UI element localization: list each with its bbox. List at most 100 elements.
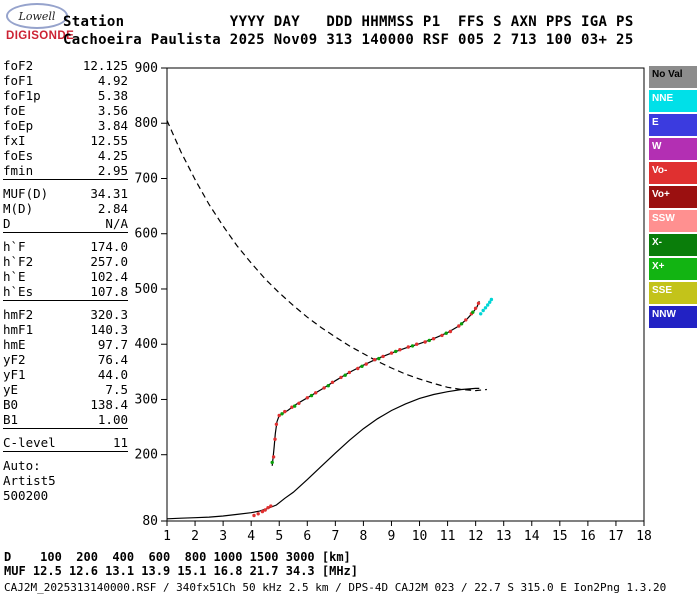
echo-dot (479, 312, 483, 316)
param-row: yF1 44.0 (3, 367, 128, 382)
echo-dot (473, 306, 478, 310)
param-value: 76.4 (97, 352, 128, 367)
legend-chip-label: NNW (652, 309, 676, 320)
legend-chip-vo-: Vo- (649, 162, 697, 184)
x-axis: 1 2 3 4 5 6 7 8 9 10 11 12 13 14 15 16 17 18 (163, 521, 652, 544)
echo-dot (415, 342, 419, 346)
param-label: B1 (3, 412, 19, 427)
x-tick-label: 17 (608, 529, 624, 544)
logo-product-text: DIGISONDE (6, 30, 75, 42)
x-tick-label: 1 (163, 529, 171, 544)
echo-dot (347, 370, 352, 375)
param-label: h`E (3, 269, 26, 284)
legend-chip-e: E (649, 114, 697, 136)
echo-dot (290, 405, 294, 409)
series-f-trace-fit (271, 300, 480, 466)
param-group: MUF(D) 34.31 M(D) 2.84 D N/A (3, 186, 128, 233)
legend-chip-nnw: NNW (649, 306, 697, 328)
echo-dot (326, 384, 330, 388)
parameter-panel: foF2 12.125 foF1 4.92 foF1p 5.38 foE 3.56 foEp 3.… (3, 58, 128, 503)
param-row: foF1 4.92 (3, 73, 128, 88)
param-label: yE (3, 382, 19, 397)
echo-dot (305, 396, 309, 400)
param-value: 4.92 (97, 73, 128, 88)
echo-dot (260, 509, 265, 514)
legend-chip-label: Vo+ (652, 189, 670, 200)
param-value: 138.4 (90, 397, 128, 412)
legend-chip-no-val: No Val (649, 66, 697, 88)
echo-dot (440, 333, 444, 338)
echo-dot (389, 351, 394, 355)
param-row: fxI 12.55 (3, 133, 128, 148)
x-tick-label: 16 (580, 529, 596, 544)
echo-dot (398, 348, 402, 352)
legend-chip-label: X+ (652, 261, 665, 272)
echo-dot (309, 393, 314, 398)
echo-dot (489, 297, 494, 302)
autoscaling-line: Auto: (3, 458, 128, 473)
param-row: foEs 4.25 (3, 148, 128, 163)
param-row: D N/A (3, 216, 128, 231)
echo-dot (381, 354, 385, 359)
param-label: hmF1 (3, 322, 34, 337)
x-tick-label: 9 (388, 529, 396, 544)
x-tick-label: 11 (440, 529, 456, 544)
y-tick-label: 400 (135, 337, 158, 352)
echo-dot (277, 413, 281, 418)
legend-chip-w: W (649, 138, 697, 160)
legend-chip-label: SSW (652, 213, 675, 224)
param-value: 107.8 (90, 284, 128, 299)
logo-brand-text: Lowell (18, 9, 56, 23)
param-row: B0 138.4 (3, 397, 128, 412)
echo-dot (486, 303, 490, 307)
scatter-tail-echoes (479, 297, 494, 316)
param-row: hmF1 140.3 (3, 322, 128, 337)
echo-dot (471, 310, 475, 314)
legend-chip-label: E (652, 117, 659, 128)
param-value: 44.0 (97, 367, 128, 382)
y-tick-label: 600 (135, 227, 158, 242)
echo-dot (274, 422, 279, 426)
param-label: h`F2 (3, 254, 34, 269)
param-value: N/A (105, 216, 128, 231)
echo-dot (476, 301, 481, 305)
echo-dot (360, 364, 364, 368)
echo-dot (263, 508, 267, 512)
param-value: 34.31 (90, 186, 128, 201)
echo-dot (273, 437, 277, 441)
echo-dot (406, 345, 410, 349)
param-label: foE (3, 103, 26, 118)
x-tick-label: 8 (359, 529, 367, 544)
echo-dot (377, 356, 381, 361)
param-value: 3.84 (97, 118, 128, 133)
direction-legend: No Val NNE E W Vo- Vo+ SSW X- X+ SSE NNW (649, 66, 697, 330)
legend-chip-nne: NNE (649, 90, 697, 112)
param-row: foF2 12.125 (3, 58, 128, 73)
x-tick-label: 18 (636, 529, 652, 544)
param-label: h`F (3, 239, 26, 254)
param-row: fmin 2.95 (3, 163, 128, 178)
param-label: fmin (3, 163, 34, 178)
echo-dot (271, 455, 276, 459)
y-tick-label: 300 (135, 392, 158, 407)
series-true-height-profile (166, 387, 480, 520)
param-row: C-level 11 (3, 435, 128, 450)
param-row: yE 7.5 (3, 382, 128, 397)
echo-dot (280, 412, 284, 416)
param-row: B1 1.00 (3, 412, 128, 427)
param-value: 257.0 (90, 254, 128, 269)
x-tick-label: 14 (524, 529, 540, 544)
echo-dot (448, 329, 453, 334)
param-label: fxI (3, 133, 26, 148)
param-row: MUF(D) 34.31 (3, 186, 128, 201)
legend-chip-label: No Val (652, 69, 683, 80)
param-label: hmF2 (3, 307, 34, 322)
echo-dot (256, 512, 260, 516)
legend-chip-sse: SSE (649, 282, 697, 304)
autoscaling-line: 500200 (3, 488, 128, 503)
param-value: 97.7 (97, 337, 128, 352)
x-tick-label: 2 (191, 529, 199, 544)
param-group: h`F 174.0 h`F2 257.0 h`E 102.4 h`Es 107.8 (3, 239, 128, 301)
param-value: 7.5 (105, 382, 128, 397)
